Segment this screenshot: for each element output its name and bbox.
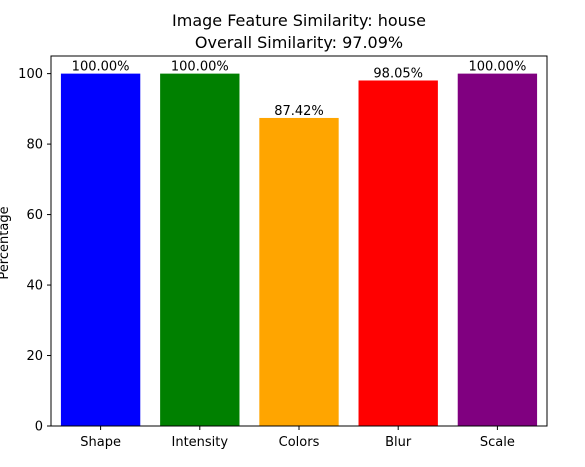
y-axis-label: Percentage [0, 206, 12, 279]
x-tick-label: Scale [480, 435, 515, 450]
bar-blur [358, 80, 438, 426]
y-tick-label: 20 [26, 349, 43, 364]
chart-subtitle: Overall Similarity: 97.09% [195, 33, 403, 52]
plot-area: 100.00% Shape 100.00% Intensity 87.42% Colors… [18, 55, 548, 450]
y-tick-label: 40 [26, 279, 43, 294]
chart-title: Image Feature Similarity: house [172, 11, 426, 30]
bar-scale [457, 73, 538, 426]
bar-intensity [160, 73, 240, 426]
bar-value-label: 87.42% [274, 104, 324, 119]
x-tick-label: Intensity [172, 435, 229, 450]
y-tick-label: 100 [18, 67, 43, 82]
bar-value-label: 100.00% [72, 60, 130, 75]
bar-value-label: 98.05% [373, 66, 423, 81]
bar-value-label: 100.00% [468, 60, 526, 75]
y-tick-label: 60 [26, 208, 43, 223]
x-tick-label: Blur [385, 435, 412, 450]
y-tick-label: 0 [35, 420, 43, 435]
y-tick-label: 80 [26, 138, 43, 153]
bar-colors [259, 117, 339, 426]
x-tick-label: Colors [279, 435, 320, 450]
axes-frame [50, 55, 548, 427]
x-tick-label: Shape [80, 435, 121, 450]
bar-value-label: 100.00% [171, 60, 229, 75]
bar-shape [60, 73, 141, 426]
